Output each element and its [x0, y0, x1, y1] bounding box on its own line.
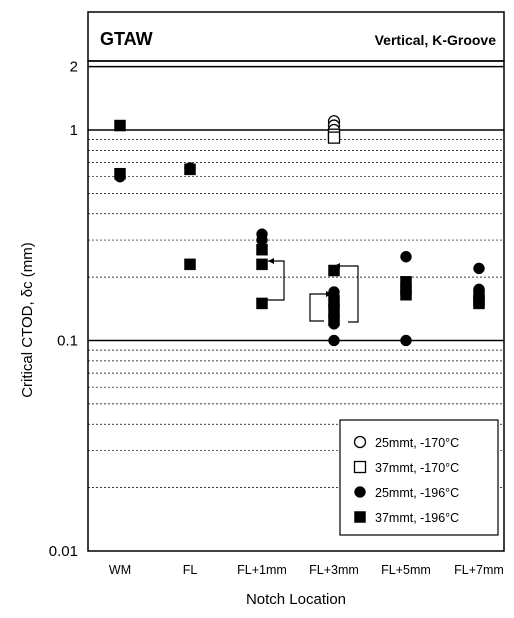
data-points	[114, 115, 485, 347]
grid	[88, 65, 504, 488]
x-tick-label: FL+1mm	[237, 563, 287, 577]
x-tick-label: FL	[183, 563, 198, 577]
x-tick-label: FL+7mm	[454, 563, 504, 577]
x-axis-label: Notch Location	[246, 591, 346, 608]
data-point	[328, 334, 340, 347]
data-point	[327, 131, 341, 144]
plot-area	[87, 60, 505, 552]
x-tick-label: FL+3mm	[309, 563, 359, 577]
x-tick-labels: WM FL FL+1mm FL+3mm FL+5mm FL+7mm	[109, 563, 504, 577]
chart-title: GTAW	[100, 29, 153, 49]
data-point	[328, 303, 340, 316]
data-point	[473, 262, 485, 275]
data-point	[400, 288, 412, 301]
data-point	[256, 243, 268, 256]
legend-label: 37mmt, -196°C	[375, 511, 459, 525]
y-tick-label: 1	[70, 122, 78, 139]
data-point	[328, 314, 340, 326]
y-tick-label: 2	[70, 59, 78, 76]
legend-label: 25mmt, -196°C	[375, 486, 459, 500]
legend-label: 37mmt, -170°C	[375, 461, 459, 475]
legend-marker	[353, 460, 367, 474]
data-point	[184, 258, 196, 271]
data-point	[114, 119, 126, 132]
annotation-arrows	[262, 258, 359, 323]
legend-marker	[353, 435, 367, 449]
y-tick-label: 0.01	[49, 543, 78, 560]
legend-marker	[354, 511, 366, 523]
data-point	[256, 297, 268, 310]
chart-subtitle: Vertical, K-Groove	[375, 32, 497, 48]
y-tick-label: 0.1	[57, 333, 78, 350]
data-point	[328, 264, 340, 277]
y-tick-labels: 0.01 0.1 1 2	[49, 59, 78, 560]
y-axis-label: Critical CTOD, δc (mm)	[19, 242, 36, 398]
data-point	[256, 258, 268, 271]
legend: 25mmt, -170°C 37mmt, -170°C 25mmt, -196°C 3…	[339, 419, 499, 536]
legend-marker	[354, 486, 366, 498]
data-point	[400, 250, 412, 263]
x-tick-label: FL+5mm	[381, 563, 431, 577]
legend-label: 25mmt, -170°C	[375, 436, 459, 450]
data-point	[114, 167, 126, 180]
x-tick-label: WM	[109, 563, 131, 577]
data-point	[473, 297, 485, 310]
data-point	[400, 334, 412, 347]
data-point	[256, 234, 268, 246]
legend-box	[339, 419, 499, 536]
data-point	[184, 163, 196, 176]
